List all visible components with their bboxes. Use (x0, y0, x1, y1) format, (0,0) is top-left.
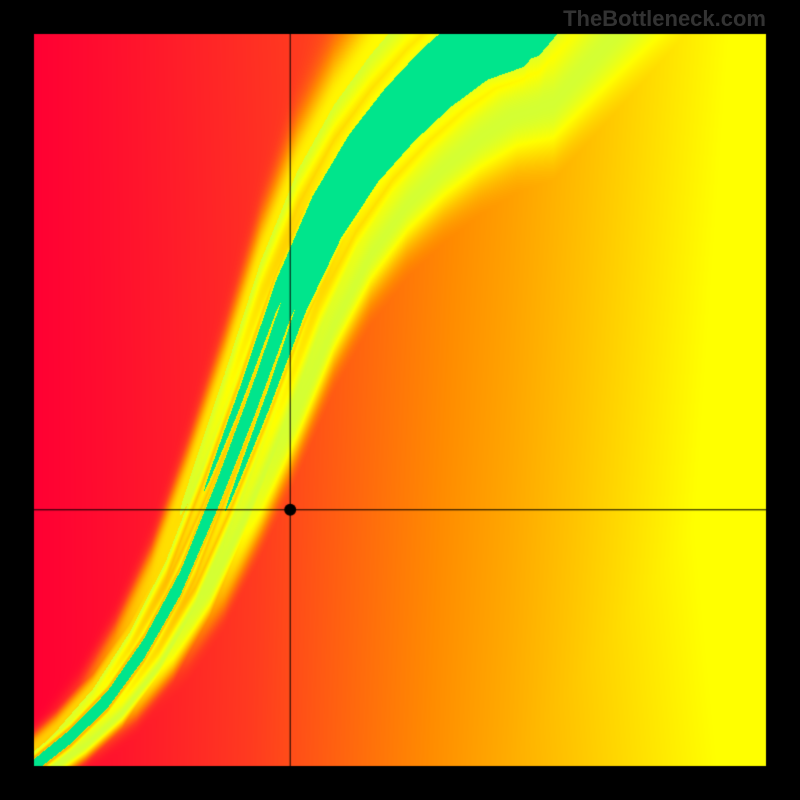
watermark-text: TheBottleneck.com (563, 6, 766, 32)
heatmap-canvas (0, 0, 800, 800)
chart-container: TheBottleneck.com (0, 0, 800, 800)
